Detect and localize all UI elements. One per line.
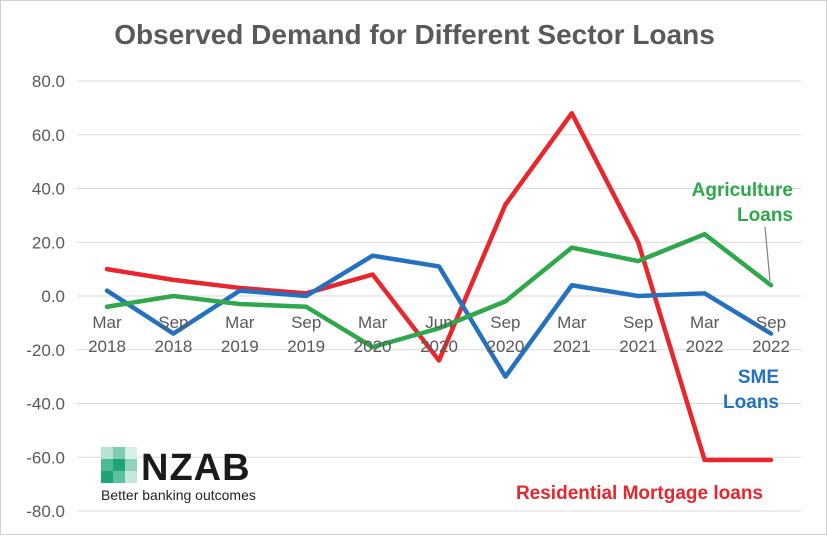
x-tick-label-period: Mar	[92, 313, 122, 332]
x-tick-label-period: Sep	[158, 313, 188, 332]
series-line-residential-mortgage-loans	[104, 111, 774, 463]
x-tick-labels: Mar 2018 Sep 2018 Mar 2019 Sep 2019 Mar 2020 Jun 20…	[88, 313, 790, 356]
y-tick-label: -80.0	[26, 502, 65, 521]
y-tick-label: -20.0	[26, 341, 65, 360]
sme-label-line-2: Loans	[723, 392, 779, 413]
series-line-sme-loans	[104, 253, 774, 379]
x-tick-label-year: 2019	[221, 337, 259, 356]
x-tick-label-year: 2021	[553, 337, 591, 356]
x-tick-label-year: 2021	[619, 337, 657, 356]
gridlines	[77, 80, 801, 512]
x-tick-label-period: Mar	[225, 313, 255, 332]
x-tick-label-period: Mar	[690, 313, 720, 332]
chart-title: Observed Demand for Different Sector Loa…	[114, 19, 715, 50]
x-tick-label-period: Mar	[358, 313, 388, 332]
x-tick-label-year: 2020	[354, 337, 392, 356]
x-tick-label-period: Sep	[756, 313, 786, 332]
agriculture-label-line-1: Agriculture	[691, 180, 793, 201]
x-tick-label-year: 2019	[287, 337, 325, 356]
x-tick-label-period: Sep	[291, 313, 321, 332]
sme-loans-label: SME Loans	[681, 365, 779, 415]
series-lines	[104, 111, 774, 463]
agriculture-label-leader	[764, 226, 771, 282]
logo-mosaic-icon	[101, 447, 137, 483]
series-line-agriculture-loans	[104, 231, 774, 350]
x-tick-label-year: 2022	[752, 337, 790, 356]
residential-mortgage-loans-label: Residential Mortgage loans	[461, 481, 763, 506]
x-tick-label-year: 2018	[88, 337, 126, 356]
x-tick-label-year: 2022	[686, 337, 724, 356]
residential-label-line-1: Residential Mortgage loans	[515, 483, 763, 504]
y-tick-label: 20.0	[32, 233, 65, 252]
x-tick-label-period: Jun	[425, 313, 452, 332]
x-tick-label-year: 2020	[486, 337, 524, 356]
y-tick-label: -60.0	[26, 448, 65, 467]
x-tick-label-year: 2018	[154, 337, 192, 356]
x-tick-label-period: Sep	[490, 313, 520, 332]
agriculture-label-line-2: Loans	[737, 205, 793, 226]
logo-tagline: Better banking outcomes	[101, 487, 256, 503]
y-tick-label: 0.0	[41, 287, 65, 306]
x-tick-label-period: Mar	[557, 313, 587, 332]
y-tick-label: 60.0	[32, 126, 65, 145]
y-tick-label: 40.0	[32, 180, 65, 199]
y-tick-label: 80.0	[32, 72, 65, 91]
y-tick-label: -40.0	[26, 395, 65, 414]
y-tick-labels: 80.0 60.0 40.0 20.0 0.0 -20.0 -40.0 -60.0 -80.0	[26, 72, 65, 521]
logo-name: NZAB	[141, 447, 251, 489]
agriculture-loans-label: Agriculture Loans	[661, 178, 793, 228]
x-tick-label-year: 2020	[420, 337, 458, 356]
x-tick-label-period: Sep	[623, 313, 653, 332]
sme-label-line-1: SME	[737, 367, 779, 388]
